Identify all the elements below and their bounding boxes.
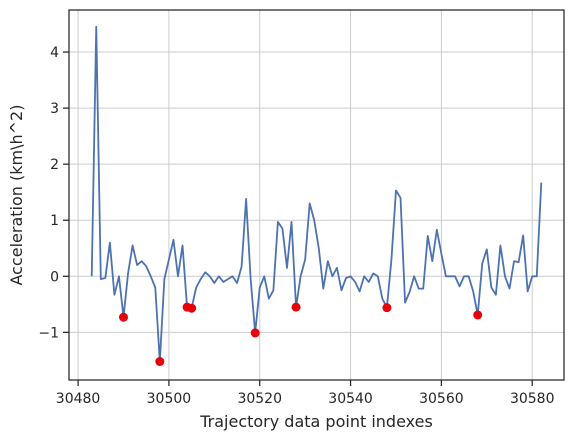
x-tick-label: 30560 [419, 391, 464, 407]
series-line [90, 25, 543, 363]
y-tick-label: 2 [50, 157, 59, 173]
x-tick-label: 30500 [147, 391, 192, 407]
x-axis-label: Trajectory data point indexes [199, 412, 433, 431]
data-point-marker [473, 310, 483, 320]
data-point-marker [382, 303, 392, 313]
plot-frame [68, 9, 565, 381]
y-tick-label: 1 [50, 213, 59, 229]
data-point-marker [118, 312, 128, 322]
y-tick-label: 3 [50, 101, 59, 117]
y-tick-label: 4 [50, 45, 59, 61]
x-tick-label: 30520 [237, 391, 282, 407]
y-tick-label: −1 [38, 325, 59, 341]
x-tick-label: 30480 [56, 391, 101, 407]
y-axis-ticks: −1 0 1 2 3 4 [38, 45, 69, 341]
x-tick-label: 30540 [328, 391, 373, 407]
x-tick-label: 30580 [510, 391, 555, 407]
highlight-markers [118, 302, 483, 366]
data-point-marker [187, 303, 197, 313]
series-line-group [90, 25, 543, 363]
data-point-marker [291, 302, 301, 312]
x-axis-ticks: 30480 30500 30520 30540 30560 30580 [56, 380, 555, 407]
data-point-marker [155, 357, 165, 366]
y-tick-label: 0 [50, 269, 59, 285]
y-axis-label: Acceleration (km\h^2) [7, 105, 26, 286]
data-point-marker [250, 328, 260, 338]
